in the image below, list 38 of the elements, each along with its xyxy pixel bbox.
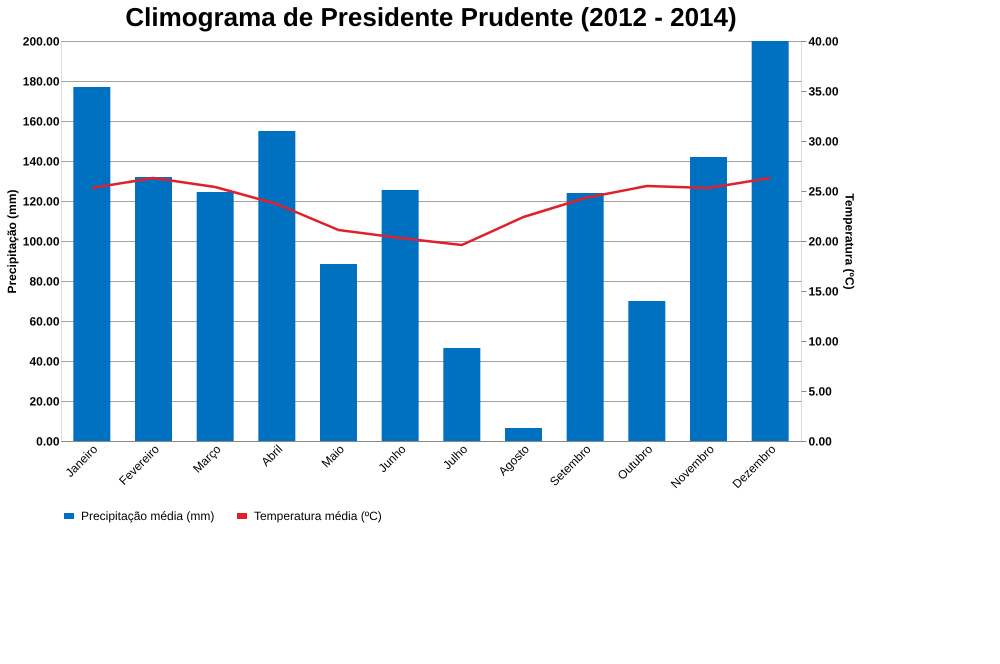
- bar: [566, 193, 604, 441]
- bar: [752, 41, 789, 441]
- bar: [443, 348, 480, 441]
- bar: [320, 264, 357, 441]
- y2-axis-title: Temperatura (ºC): [842, 193, 857, 290]
- y-tick-label: 60.00: [29, 314, 60, 328]
- y-axis-title: Precipitação (mm): [4, 189, 19, 294]
- y-tick-label: 160.00: [22, 114, 60, 128]
- y-tick-label: 20.00: [29, 394, 60, 408]
- y2-tick-label: 5.00: [808, 384, 832, 398]
- bar: [196, 192, 234, 441]
- bar: [73, 87, 110, 441]
- legend-label: Precipitação média (mm): [81, 509, 214, 523]
- bar: [628, 301, 666, 441]
- y-tick-label: 40.00: [29, 354, 60, 368]
- bar: [135, 177, 172, 441]
- bar: [505, 428, 542, 441]
- y-tick-label: 100.00: [22, 234, 60, 248]
- y2-tick-label: 35.00: [808, 84, 839, 98]
- y-tick-label: 120.00: [22, 194, 60, 208]
- y2-tick-label: 10.00: [808, 334, 839, 348]
- y2-tick-label: 20.00: [808, 234, 839, 248]
- y-tick-label: 180.00: [22, 74, 60, 88]
- y2-tick-label: 15.00: [808, 284, 839, 298]
- legend-label: Temperatura média (ºC): [254, 509, 382, 523]
- y2-tick-label: 0.00: [808, 434, 832, 448]
- line-series: [90, 176, 772, 246]
- y2-tick-label: 40.00: [808, 34, 839, 48]
- bar: [382, 190, 419, 441]
- y2-tick-label: 30.00: [808, 134, 839, 148]
- bar: [258, 131, 296, 441]
- y-tick-label: 200.00: [22, 34, 60, 48]
- y2-tick-label: 25.00: [808, 184, 839, 198]
- y-tick-label: 0.00: [36, 434, 60, 448]
- y-tick-label: 80.00: [29, 274, 60, 288]
- y-tick-label: 140.00: [22, 154, 60, 168]
- chart-title: Climograma de Presidente Prudente (2012 - 2014): [125, 2, 737, 32]
- bar: [690, 157, 727, 441]
